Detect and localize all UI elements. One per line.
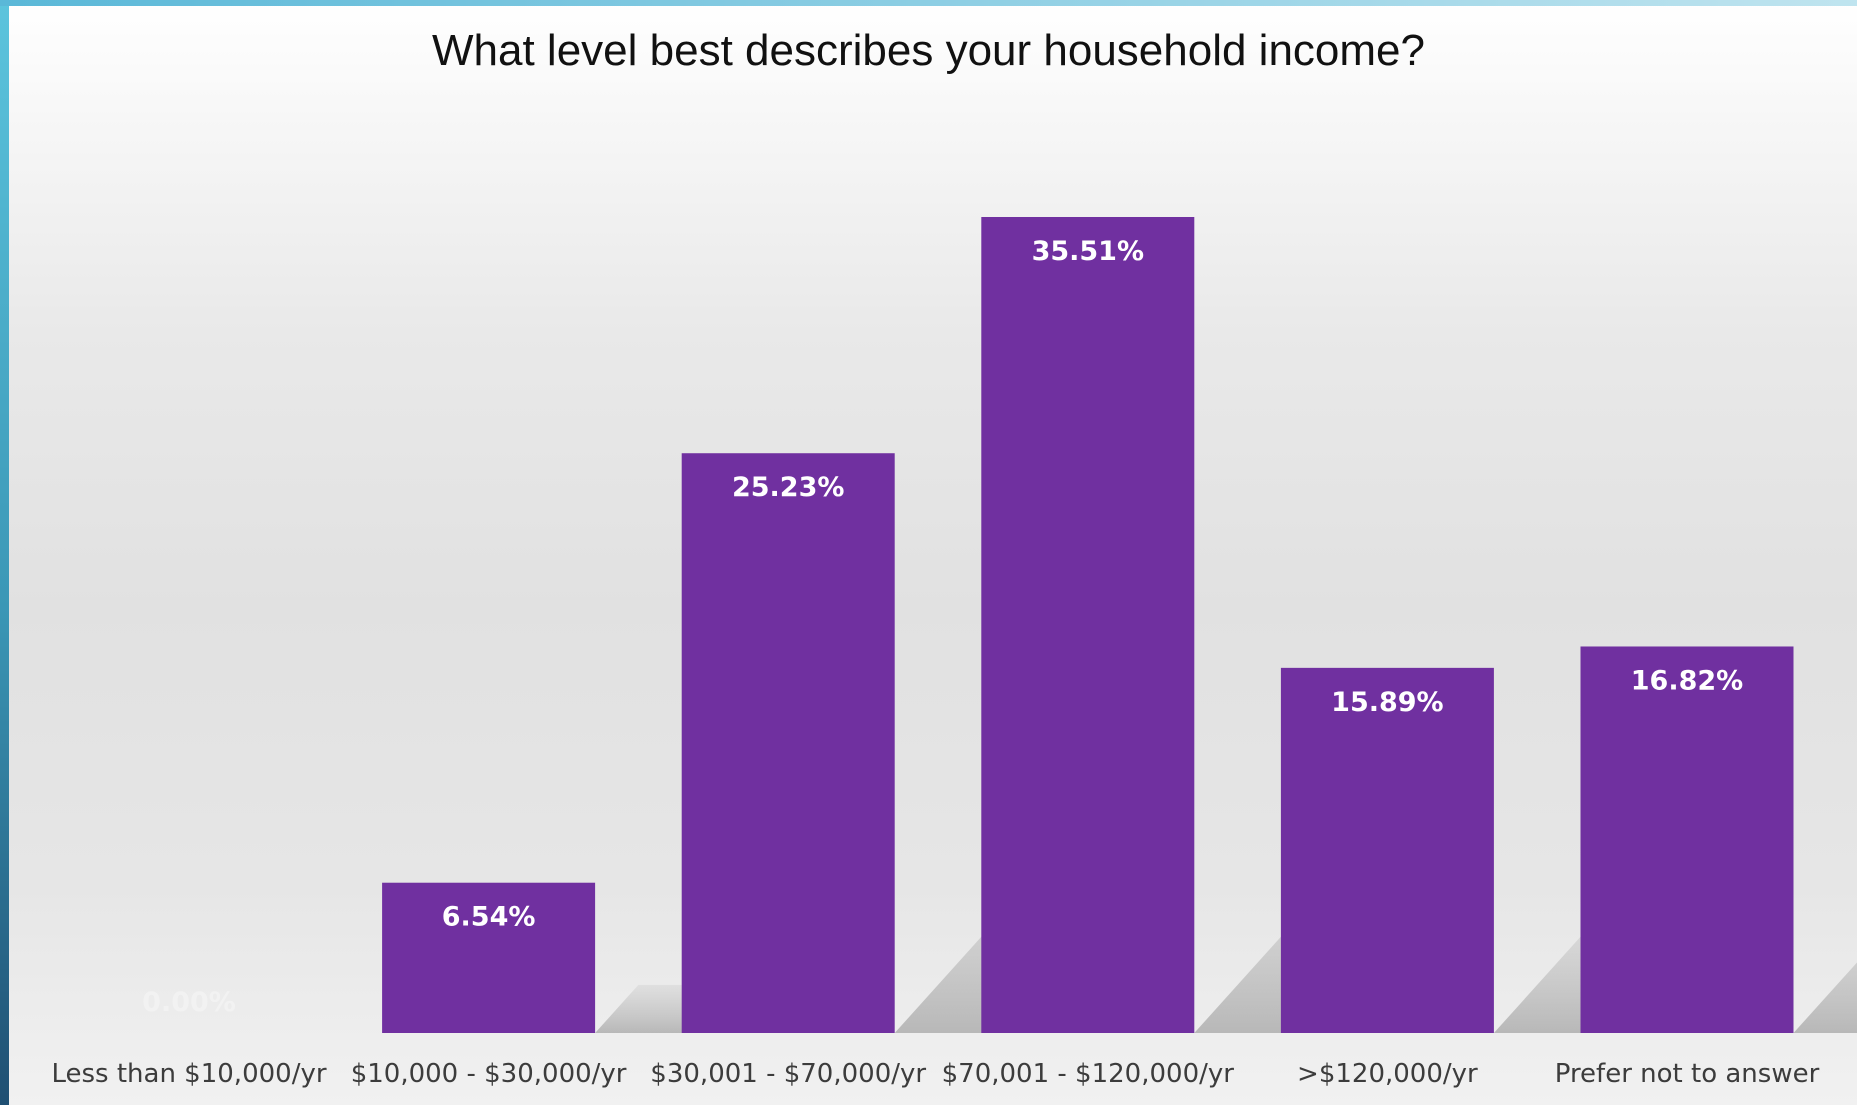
value-labels-group: 0.00% 6.54% 25.23% 35.51% 15.89% 16.82% <box>142 236 1743 1018</box>
bar <box>981 217 1195 1033</box>
category-label: Prefer not to answer <box>1555 1059 1820 1089</box>
chart-title: What level best describes your household… <box>432 26 1425 75</box>
category-labels-group: Less than $10,000/yr $10,000 - $30,000/yr… <box>51 1059 1819 1089</box>
category-label: Less than $10,000/yr <box>51 1059 326 1089</box>
category-label: $70,001 - $120,000/yr <box>942 1059 1235 1089</box>
bars-group <box>382 217 1794 1034</box>
top-accent-stripe <box>0 0 1857 6</box>
bar <box>681 453 895 1034</box>
data-label: 0.00% <box>142 987 236 1018</box>
data-label: 16.82% <box>1631 665 1743 696</box>
category-label: >$120,000/yr <box>1297 1059 1478 1089</box>
data-label: 6.54% <box>442 902 536 933</box>
bar <box>1280 667 1494 1033</box>
bar <box>1580 646 1794 1033</box>
data-label: 15.89% <box>1331 687 1443 718</box>
data-label: 35.51% <box>1032 236 1144 267</box>
category-label: $10,000 - $30,000/yr <box>351 1059 627 1089</box>
bar-shadow <box>1793 962 1857 1033</box>
left-accent-stripe <box>0 0 9 1105</box>
bar <box>382 882 596 1033</box>
category-label: $30,001 - $70,000/yr <box>650 1059 926 1089</box>
data-label: 25.23% <box>732 472 844 503</box>
